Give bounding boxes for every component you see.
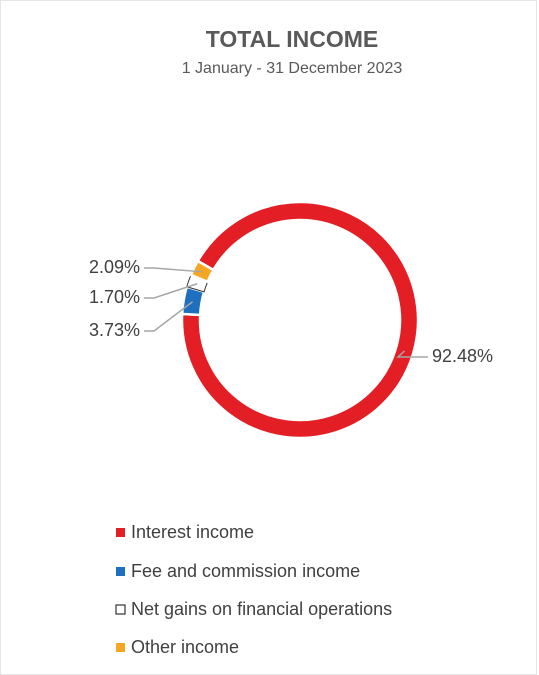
legend-label: Fee and commission income [131,561,360,581]
data-label: 3.73% [89,320,140,340]
leader-line [144,267,203,273]
leader-line [396,350,428,358]
legend-marker [116,643,125,652]
data-label: 92.48% [432,346,493,366]
legend-marker [115,604,126,615]
leader-line [144,283,198,299]
data-label: 1.70% [89,287,140,307]
legend-label: Other income [131,637,239,657]
data-label: 2.09% [89,257,140,277]
legend-label: Net gains on financial operations [131,599,392,619]
chart-subtitle: 1 January - 31 December 2023 [182,60,403,77]
chart-title: TOTAL INCOME [206,26,379,52]
leader-line [144,301,193,332]
legend-label: Interest income [131,522,254,542]
legend-marker [116,567,125,576]
legend-marker [116,528,125,537]
donut-segment [180,200,420,440]
